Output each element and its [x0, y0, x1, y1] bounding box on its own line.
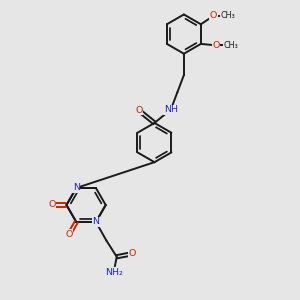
Text: O: O [210, 11, 217, 20]
Text: CH₃: CH₃ [220, 11, 235, 20]
Text: N: N [92, 218, 99, 226]
Text: O: O [135, 106, 143, 115]
Text: O: O [49, 200, 56, 209]
Text: O: O [213, 41, 220, 50]
Text: O: O [128, 249, 136, 258]
Text: NH: NH [164, 105, 178, 114]
Text: CH₃: CH₃ [223, 41, 238, 50]
Text: N: N [73, 184, 80, 193]
Text: O: O [65, 230, 73, 239]
Text: NH₂: NH₂ [105, 268, 123, 277]
